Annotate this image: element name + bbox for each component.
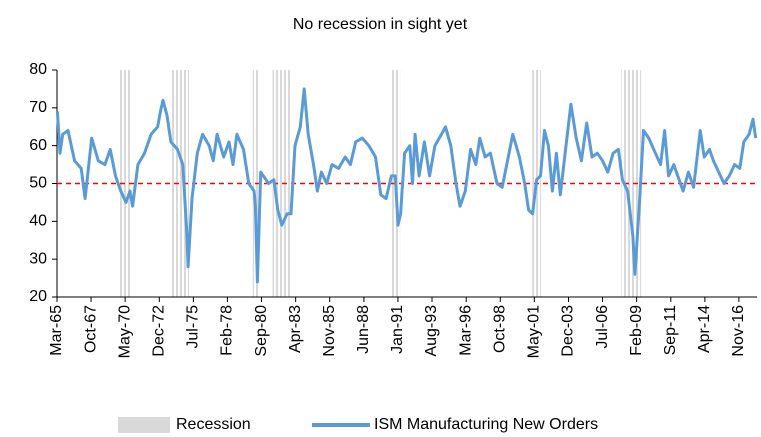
y-tick-label: 60 [29, 137, 47, 154]
x-tick-label: Aug-93 [423, 305, 440, 357]
y-tick-label: 80 [29, 61, 47, 78]
x-tick-label: Sep-11 [662, 305, 679, 356]
y-tick-label: 70 [29, 99, 47, 116]
x-tick-label: Jun-88 [355, 305, 372, 354]
x-tick-label: Jul-06 [594, 305, 611, 349]
legend-swatch [118, 417, 170, 433]
x-tick-label: Feb-09 [628, 305, 645, 356]
recession-band [171, 70, 190, 297]
x-tick-label: Mar-96 [457, 305, 474, 356]
x-tick-label: Mar-65 [48, 305, 65, 356]
x-tick-label: Apr-83 [287, 305, 304, 353]
x-tick-label: Feb-78 [219, 305, 236, 356]
x-tick-label: Jul-75 [185, 305, 202, 349]
data-line [55, 87, 758, 284]
x-tick-label: Dec-72 [151, 305, 168, 357]
chart-title: No recession in sight yet [293, 16, 468, 33]
x-tick-label: Oct-67 [82, 305, 99, 353]
x-tick-label: Nov-85 [321, 305, 338, 357]
x-tick-label: Apr-14 [696, 305, 713, 353]
y-tick-label: 40 [29, 213, 47, 230]
y-tick-label: 30 [29, 250, 47, 267]
x-tick-label: Dec-03 [560, 305, 577, 357]
legend-label: ISM Manufacturing New Orders [374, 416, 598, 433]
y-tick-label: 20 [29, 288, 47, 305]
x-tick-label: Sep-80 [253, 305, 270, 357]
x-tick-label: Oct-98 [491, 305, 508, 353]
x-tick-label: Jan-91 [389, 305, 406, 354]
recession-band [119, 70, 132, 297]
x-tick-label: Nov-16 [730, 305, 747, 357]
y-tick-label: 50 [29, 175, 47, 192]
recession-band [272, 70, 291, 297]
x-tick-label: May-70 [116, 305, 133, 358]
legend-label: Recession [176, 416, 251, 433]
x-tick-label: May-01 [526, 305, 543, 358]
